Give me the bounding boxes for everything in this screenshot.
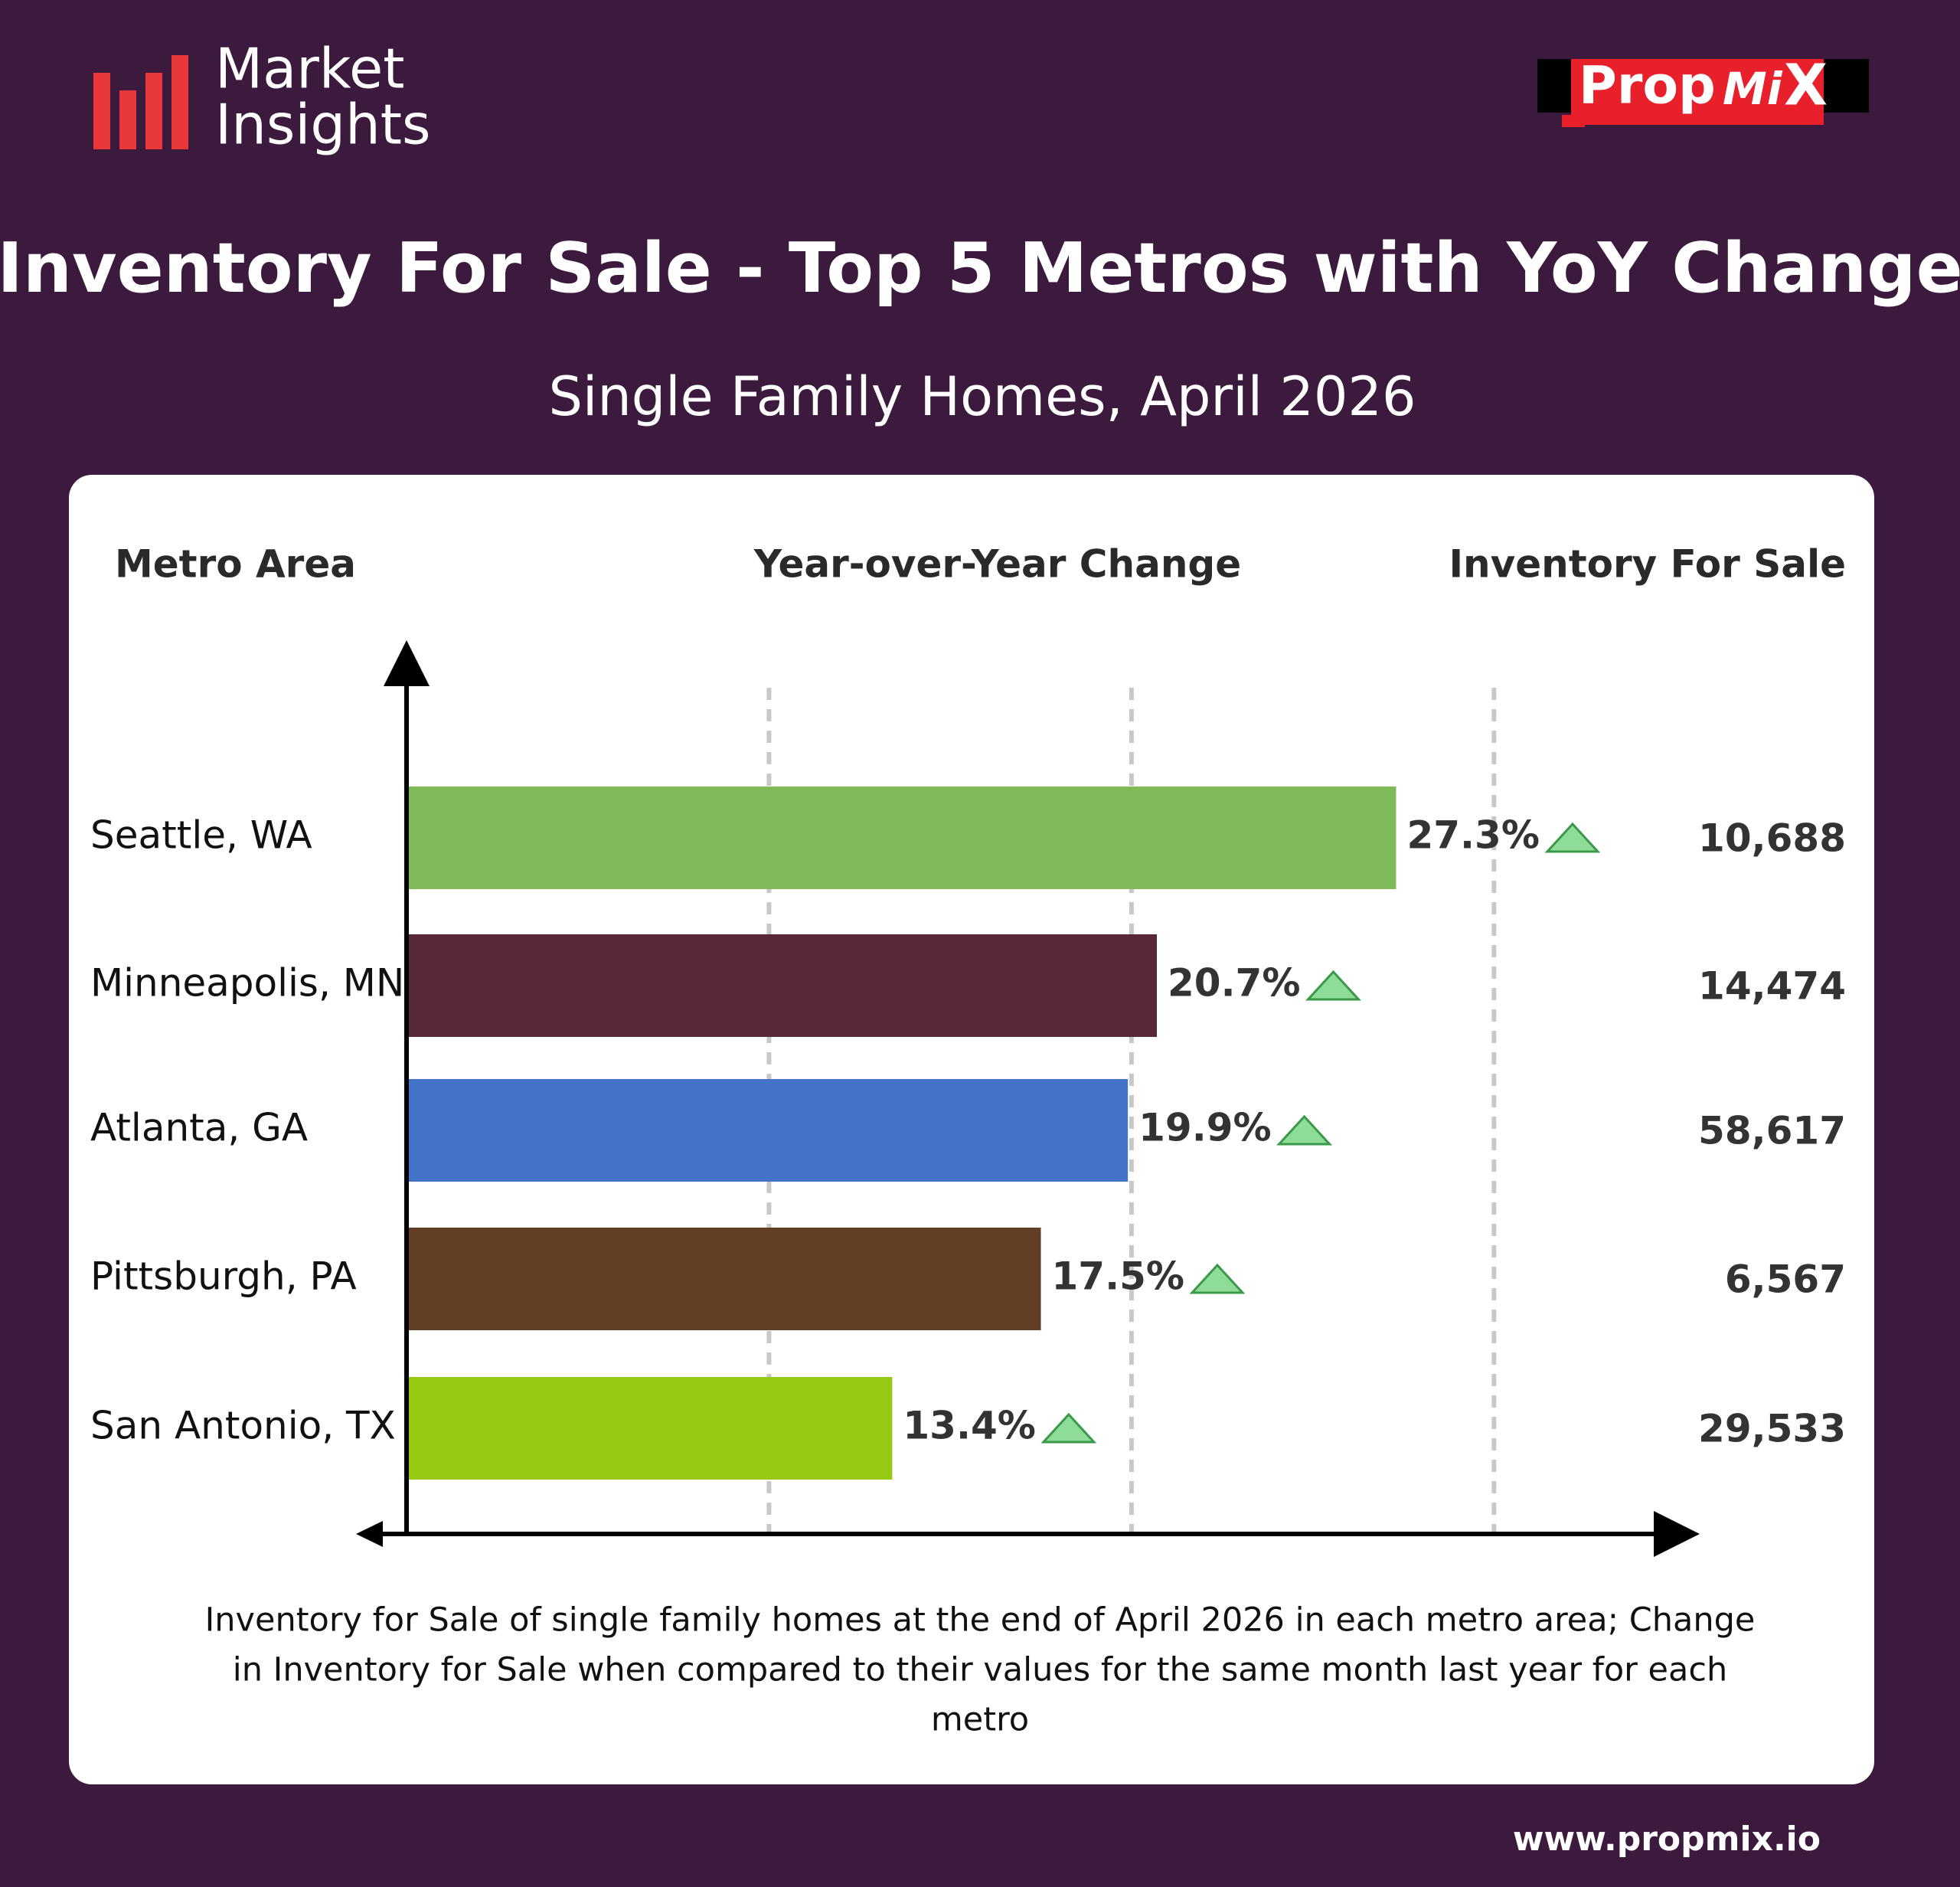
category-label: Atlanta, GA xyxy=(90,1106,308,1150)
x-axis-left-arrow xyxy=(356,1521,383,1547)
bar xyxy=(407,1228,1041,1330)
up-arrow-icon xyxy=(1189,1263,1246,1294)
note-line: metro xyxy=(931,1701,1029,1739)
bar xyxy=(407,787,1396,889)
category-label: Minneapolis, MN xyxy=(90,961,404,1006)
value-label: 13.4% xyxy=(903,1404,1035,1448)
category-label: Seattle, WA xyxy=(90,813,312,858)
brand-icon xyxy=(93,55,188,149)
up-arrow-icon xyxy=(1040,1412,1097,1444)
logo-part: Prop xyxy=(1579,56,1716,116)
column-header: Inventory For Sale xyxy=(1449,542,1846,587)
note-line: Inventory for Sale of single family home… xyxy=(205,1601,1756,1640)
up-arrow-icon xyxy=(1305,970,1361,1001)
value-label: 20.7% xyxy=(1168,961,1300,1006)
value-label: 17.5% xyxy=(1052,1254,1184,1299)
column-header: Year-over-Year Change xyxy=(753,542,1241,587)
column-header: Metro Area xyxy=(115,542,356,587)
up-arrow-icon xyxy=(1544,822,1601,853)
x-axis-right-arrow xyxy=(1667,1521,1694,1547)
website: www.propmix.io xyxy=(1513,1820,1821,1859)
bar xyxy=(407,934,1157,1037)
logo-part: X xyxy=(1784,53,1828,119)
category-label: San Antonio, TX xyxy=(90,1404,396,1448)
inventory-value: 58,617 xyxy=(1698,1109,1846,1153)
up-arrow-icon xyxy=(1276,1114,1332,1146)
inventory-value: 14,474 xyxy=(1698,964,1846,1009)
chart-subtitle: Single Family Homes, April 2026 xyxy=(548,365,1416,428)
inventory-value: 29,533 xyxy=(1698,1407,1846,1451)
value-label: 27.3% xyxy=(1406,813,1539,858)
logo-part: Mi xyxy=(1723,63,1783,115)
inventory-value: 10,688 xyxy=(1698,816,1846,861)
chart-title: Inventory For Sale - Top 5 Metros with Y… xyxy=(0,228,1960,309)
propmix-logo: Prop Mi X xyxy=(1537,53,1869,127)
note-line: in Inventory for Sale when compared to t… xyxy=(233,1651,1727,1689)
brand-line: Insights xyxy=(215,93,430,157)
value-label: 19.9% xyxy=(1138,1106,1271,1150)
brand-line: Market xyxy=(215,37,405,101)
bar xyxy=(407,1079,1129,1182)
bar xyxy=(407,1377,893,1480)
inventory-value: 6,567 xyxy=(1725,1257,1846,1302)
category-label: Pittsburgh, PA xyxy=(90,1254,357,1299)
